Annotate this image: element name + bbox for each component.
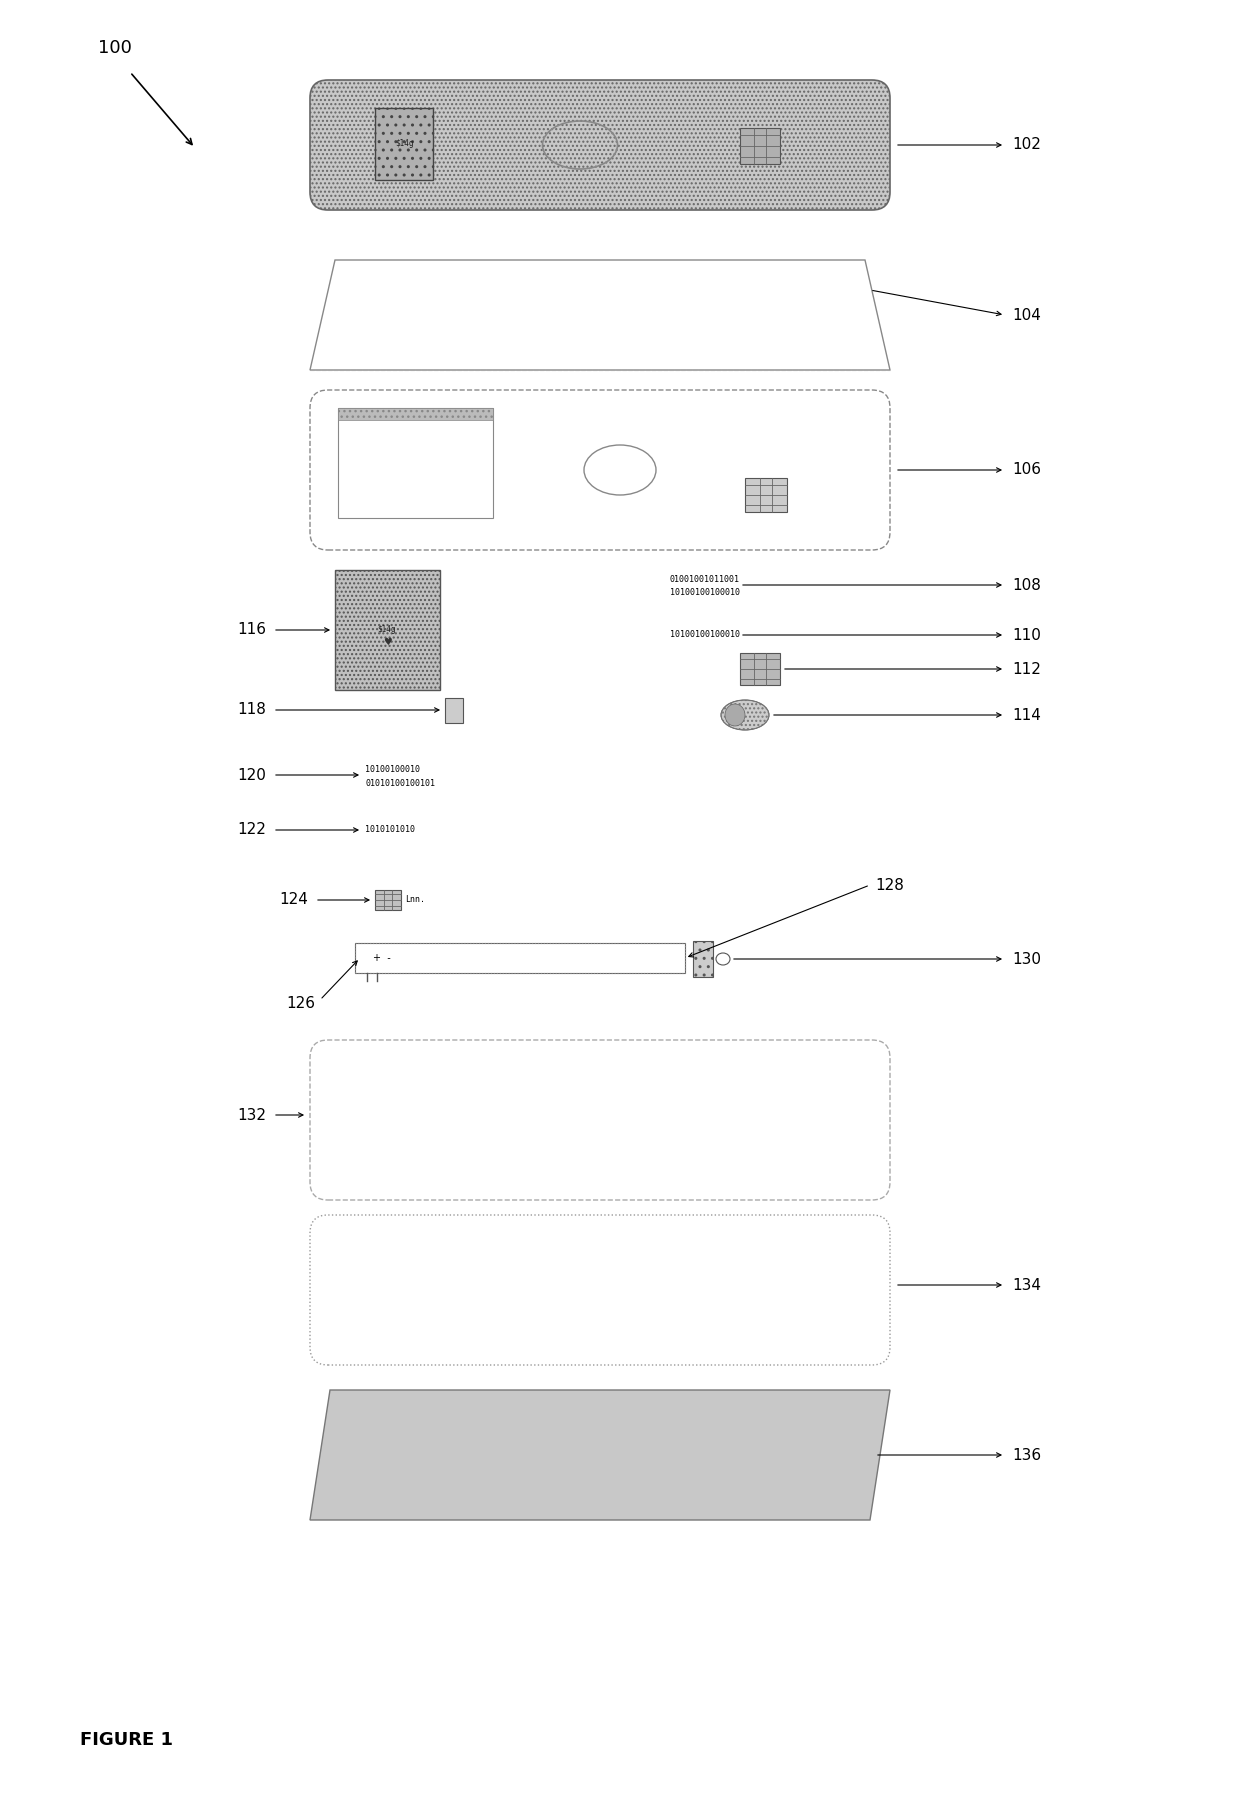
Polygon shape (310, 260, 890, 369)
Text: 114: 114 (1012, 708, 1040, 722)
FancyBboxPatch shape (310, 389, 890, 549)
Text: 124: 124 (279, 893, 308, 908)
Bar (335, 569, 440, 689)
Text: +  -: + - (373, 953, 391, 962)
Text: 01010100100101: 01010100100101 (365, 779, 435, 788)
Bar (339, 407, 494, 420)
Bar (355, 942, 684, 973)
Bar (693, 940, 713, 977)
Text: 110: 110 (1012, 628, 1040, 642)
Text: 10100100100010: 10100100100010 (670, 629, 740, 638)
Text: 10100100010: 10100100010 (365, 766, 420, 775)
Text: 130: 130 (1012, 951, 1042, 966)
Bar (374, 107, 433, 180)
Text: 126: 126 (286, 995, 315, 1011)
Bar (745, 478, 787, 511)
Text: 1010101010: 1010101010 (365, 826, 415, 833)
Text: $14g: $14g (378, 626, 397, 635)
Bar (339, 407, 494, 518)
Ellipse shape (725, 704, 745, 726)
Bar (355, 942, 684, 973)
Text: 120: 120 (237, 768, 267, 782)
Ellipse shape (715, 953, 730, 966)
FancyBboxPatch shape (310, 1215, 890, 1364)
Text: 118: 118 (237, 702, 267, 717)
Text: 10100100100010: 10100100100010 (670, 588, 740, 597)
Text: 116: 116 (237, 622, 267, 637)
Ellipse shape (720, 700, 769, 729)
Text: 104: 104 (1012, 307, 1040, 322)
Bar (374, 889, 401, 910)
FancyBboxPatch shape (310, 80, 890, 209)
Text: 100: 100 (98, 38, 131, 56)
Text: 134: 134 (1012, 1277, 1042, 1293)
Text: 136: 136 (1012, 1448, 1042, 1462)
Text: 01001001011001: 01001001011001 (670, 575, 740, 584)
Text: 106: 106 (1012, 462, 1042, 478)
FancyBboxPatch shape (310, 1040, 890, 1201)
Text: Lnn.: Lnn. (405, 895, 425, 904)
Bar (740, 653, 780, 686)
Text: 102: 102 (1012, 138, 1040, 153)
Text: 128: 128 (875, 877, 904, 893)
Text: 132: 132 (237, 1108, 267, 1122)
Text: ♥: ♥ (383, 637, 392, 648)
Text: FIGURE 1: FIGURE 1 (81, 1732, 174, 1750)
Ellipse shape (584, 446, 656, 495)
Bar (445, 698, 463, 722)
Text: 112: 112 (1012, 662, 1040, 677)
Bar (740, 127, 780, 164)
Polygon shape (310, 1390, 890, 1521)
Text: 108: 108 (1012, 577, 1040, 593)
Text: $14g: $14g (394, 140, 413, 149)
Text: 122: 122 (237, 822, 267, 837)
